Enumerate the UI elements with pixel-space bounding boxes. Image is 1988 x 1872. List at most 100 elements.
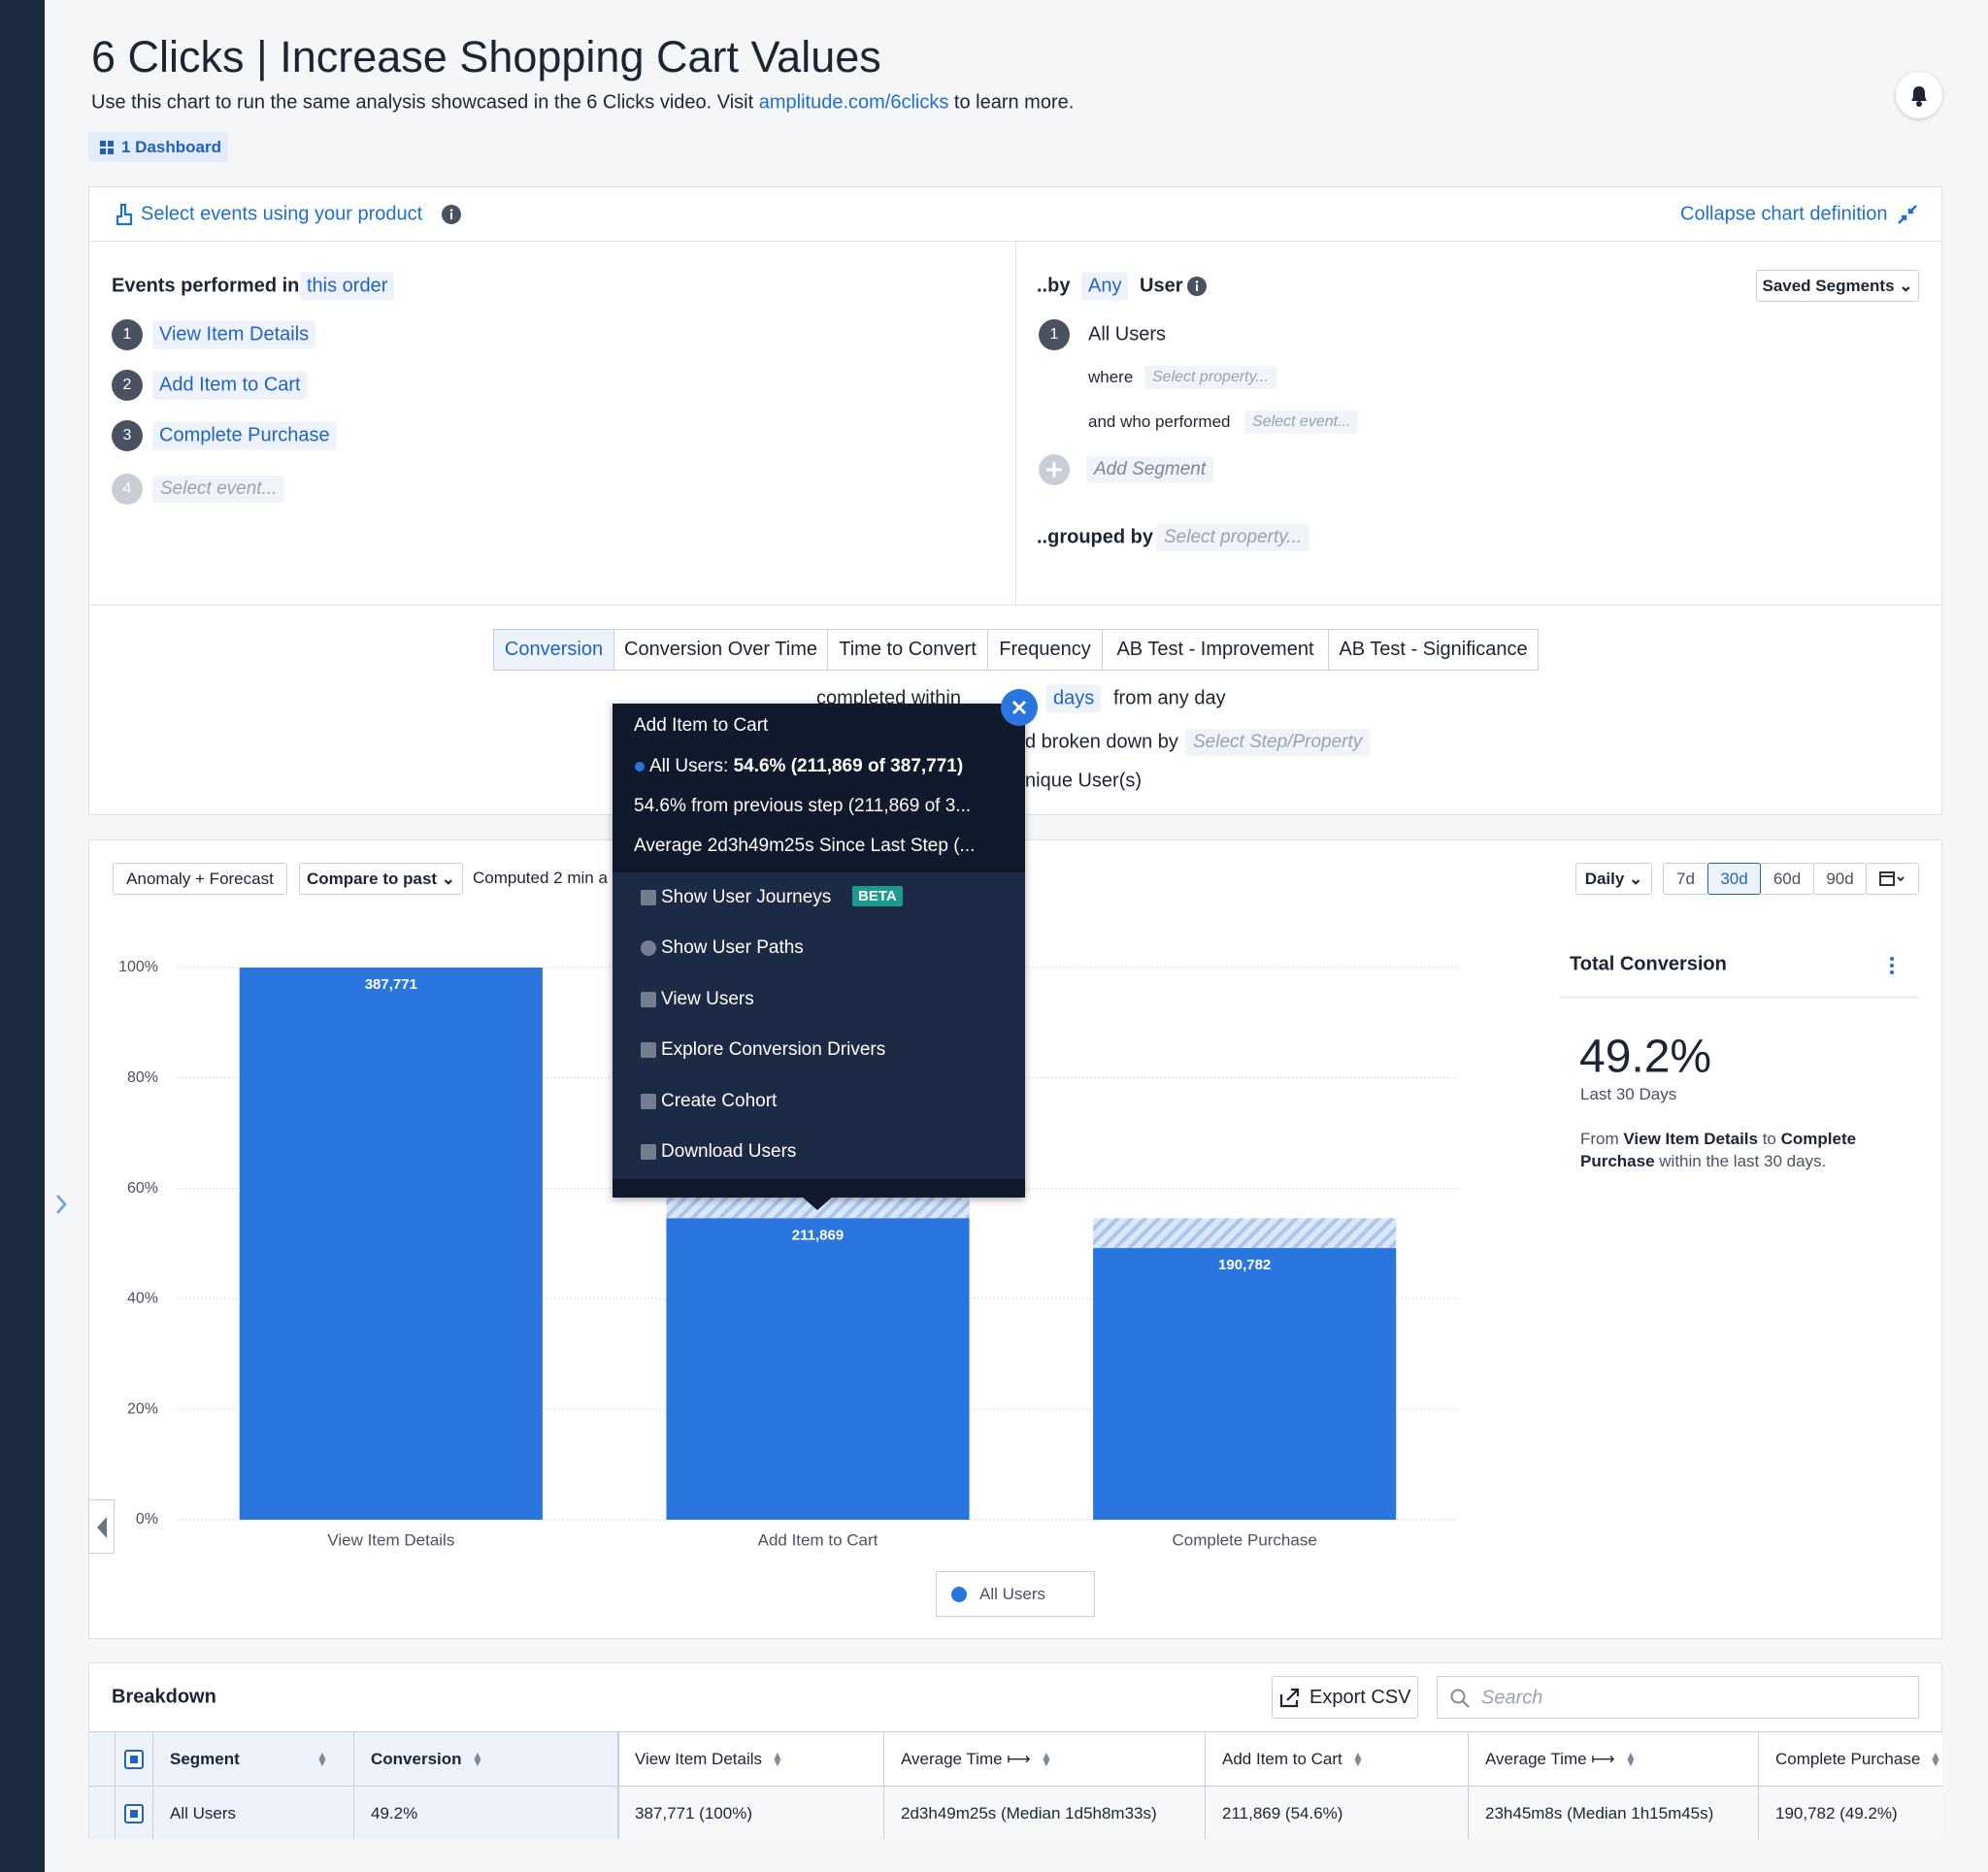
tab[interactable]: Frequency [987, 629, 1103, 671]
range-button[interactable]: 60d [1760, 863, 1814, 895]
user-label: User [1140, 275, 1183, 297]
checkbox[interactable] [124, 1804, 144, 1823]
interval-button[interactable]: Daily ⌄ [1575, 863, 1652, 895]
tab[interactable]: Conversion [493, 629, 614, 671]
action-icon [641, 1093, 656, 1109]
button-label: Compare to past [306, 869, 438, 888]
tooltip-previous: 54.6% from previous step (211,869 of 3..… [634, 796, 972, 816]
range-button[interactable]: 30d [1707, 863, 1761, 895]
add-icon[interactable] [1038, 453, 1071, 486]
column-header[interactable]: Complete Purchase [1775, 1750, 1921, 1768]
sort-icon[interactable]: ▲ ▼ [472, 1749, 483, 1769]
search-icon [1450, 1689, 1470, 1708]
summary-value: 49.2% [1579, 1031, 1712, 1083]
tooltip-footer [613, 1179, 1025, 1198]
text: 54.6% (211,869 of 387,771) [733, 756, 964, 776]
action-icon [641, 1144, 656, 1160]
tooltip: Add Item to Cart All Users: 54.6% (211,8… [613, 704, 1025, 1198]
step-label[interactable]: Complete Purchase [152, 421, 337, 450]
step-placeholder[interactable]: Select Step/Property [1185, 729, 1371, 756]
column-header[interactable]: View Item Details [635, 1750, 763, 1768]
action-icon [641, 1042, 656, 1059]
tab[interactable]: AB Test - Improvement [1102, 629, 1329, 671]
property-placeholder[interactable]: Select property... [1144, 366, 1276, 389]
range-button[interactable]: 7d [1663, 863, 1708, 895]
order-chip[interactable]: this order [300, 272, 395, 301]
collapse-icon[interactable] [1896, 203, 1919, 226]
calendar-button[interactable] [1866, 863, 1919, 895]
tab[interactable]: AB Test - Significance [1328, 629, 1539, 671]
property-placeholder[interactable]: Select property... [1156, 524, 1310, 551]
info-icon[interactable] [442, 205, 461, 224]
close-button[interactable] [1001, 689, 1038, 726]
column-header[interactable]: Average Time ⟼ [1485, 1750, 1615, 1768]
segment-name: All Users [1088, 323, 1167, 345]
tab[interactable]: Time to Convert [827, 629, 988, 671]
action-item[interactable]: Explore Conversion Drivers [661, 1039, 886, 1061]
sort-icon[interactable]: ▲ ▼ [1625, 1749, 1637, 1769]
search-box[interactable]: Search [1437, 1676, 1919, 1719]
column-border [152, 1731, 153, 1839]
column-border [353, 1731, 354, 1839]
events-label: Events performed in [112, 275, 300, 297]
action-item[interactable]: Create Cohort [661, 1090, 778, 1111]
table-cell: All Users [170, 1804, 237, 1823]
menu-icon[interactable] [1887, 955, 1897, 976]
sort-icon[interactable]: ▲ ▼ [316, 1749, 328, 1769]
page-title: 6 Clicks | Increase Shopping Cart Values [91, 32, 881, 82]
anomaly-button[interactable]: Anomaly + Forecast [113, 863, 287, 895]
table-header-bg [617, 1731, 1942, 1787]
column-header[interactable]: Segment [170, 1750, 240, 1768]
sort-icon[interactable]: ▲ ▼ [1930, 1749, 1941, 1769]
dashboard-chip[interactable]: 1 Dashboard [88, 132, 228, 162]
link[interactable]: amplitude.com/6clicks [758, 91, 949, 114]
export-button[interactable]: Export CSV [1272, 1676, 1418, 1719]
collapse-link[interactable]: Collapse chart definition [1680, 203, 1888, 225]
step-label[interactable]: Select event... [152, 476, 285, 503]
any-chip[interactable]: Any [1081, 272, 1129, 301]
days-chip[interactable]: days [1046, 684, 1102, 713]
action-icon [641, 940, 656, 957]
breakdown-title: Breakdown [112, 1686, 216, 1708]
action-icon [641, 991, 656, 1007]
scroll-left[interactable] [88, 1499, 115, 1554]
column-header[interactable]: Add Item to Cart [1222, 1750, 1342, 1768]
column-header[interactable]: Conversion [371, 1750, 462, 1768]
computed-text: Computed 2 min a [473, 869, 608, 887]
event-placeholder[interactable]: Select event... [1244, 411, 1359, 434]
step-label[interactable]: View Item Details [152, 320, 316, 349]
action-item[interactable]: View Users [661, 988, 754, 1009]
divider [1015, 241, 1016, 605]
column-border [617, 1731, 619, 1839]
search-placeholder: Search [1481, 1687, 1543, 1709]
step-number: 2 [112, 370, 143, 401]
sort-icon[interactable]: ▲ ▼ [1041, 1749, 1052, 1769]
range-button[interactable]: 90d [1813, 863, 1867, 895]
subtitle: Use this chart to run the same analysis … [91, 92, 1074, 115]
dashboard-label: 1 Dashboard [121, 138, 221, 156]
legend: All Users [936, 1571, 1095, 1617]
sort-icon[interactable]: ▲ ▼ [1352, 1749, 1364, 1769]
text: From [1580, 1130, 1624, 1148]
checkbox[interactable] [124, 1750, 144, 1769]
summary-title: Total Conversion [1570, 953, 1727, 975]
saved-segments-button[interactable]: Saved Segments ⌄ [1756, 270, 1919, 302]
step-label[interactable]: Add Item to Cart [152, 371, 308, 400]
compare-button[interactable]: Compare to past ⌄ [299, 863, 463, 895]
add-segment[interactable]: Add Segment [1086, 456, 1214, 483]
sidebar [0, 0, 45, 1872]
grouped-label: ..grouped by [1037, 526, 1153, 548]
column-border [883, 1731, 884, 1839]
tab[interactable]: Conversion Over Time [613, 629, 828, 671]
sort-icon[interactable]: ▲ ▼ [772, 1749, 783, 1769]
action-item[interactable]: Show User Paths [661, 937, 804, 959]
select-events-link[interactable]: Select events using your product [141, 203, 423, 225]
expand-icon[interactable] [52, 1192, 70, 1217]
info-icon[interactable] [1187, 277, 1207, 296]
column-header[interactable]: Average Time ⟼ [901, 1750, 1031, 1768]
action-item[interactable]: Download Users [661, 1141, 797, 1162]
bell-button[interactable] [1896, 72, 1942, 118]
button-label: Export CSV [1309, 1686, 1411, 1708]
action-item[interactable]: Show User Journeys [661, 887, 832, 907]
